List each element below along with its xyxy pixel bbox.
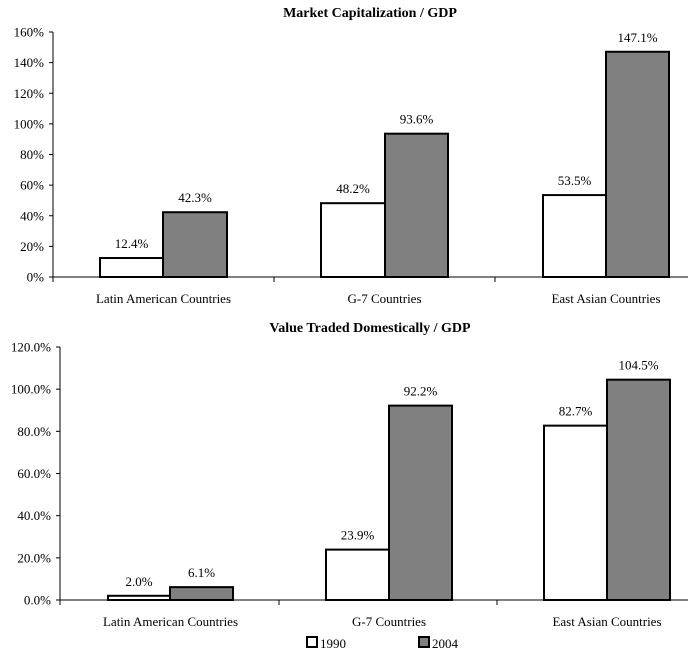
data-label: 53.5% — [558, 173, 592, 188]
y-tick-label: 40% — [20, 208, 44, 223]
y-tick-label: 40.0% — [17, 508, 51, 523]
data-label: 48.2% — [336, 181, 370, 196]
y-tick-label: 0.0% — [24, 593, 51, 608]
data-label: 6.1% — [188, 565, 215, 580]
legend-label-2004: 2004 — [432, 636, 459, 651]
y-tick-label: 80% — [20, 147, 44, 162]
bar-1990 — [325, 548, 390, 602]
y-tick-label: 120.0% — [11, 340, 51, 355]
x-category-label: G-7 Countries — [352, 614, 426, 629]
y-tick-label: 160% — [14, 25, 45, 40]
bar-2004 — [606, 378, 671, 601]
bar-1990 — [320, 202, 386, 279]
y-tick-label: 60% — [20, 178, 44, 193]
chart-title: Market Capitalization / GDP — [283, 6, 457, 21]
legend-label-1990: 1990 — [320, 636, 346, 651]
bar-1990 — [543, 424, 608, 601]
y-tick-label: 100.0% — [11, 382, 51, 397]
bar-1990 — [542, 194, 607, 278]
x-category-label: G-7 Countries — [347, 291, 421, 306]
data-label: 104.5% — [618, 358, 658, 373]
legend: 1990 2004 — [306, 636, 459, 651]
market-cap-chart: Market Capitalization / GDP 0% 20% 40% 60% 8… — [14, 6, 688, 306]
x-category-label: East Asian Countries — [552, 614, 661, 629]
x-category-label: Latin American Countries — [96, 291, 231, 306]
x-category-label: East Asian Countries — [551, 291, 660, 306]
data-label: 93.6% — [400, 112, 434, 127]
bar-2004 — [162, 211, 228, 278]
data-label: 147.1% — [617, 30, 657, 45]
bar-2004 — [605, 50, 670, 278]
y-tick-label: 20% — [20, 239, 44, 254]
y-tick-label: 0% — [27, 270, 45, 285]
y-tick-label: 100% — [14, 116, 45, 131]
data-label: 92.2% — [404, 384, 438, 399]
chart-title: Value Traded Domestically / GDP — [269, 321, 471, 336]
x-category-label: Latin American Countries — [103, 614, 238, 629]
y-tick-label: 140% — [14, 55, 45, 70]
bar-2004 — [388, 404, 453, 601]
bar-1990 — [99, 257, 164, 279]
data-label: 23.9% — [341, 528, 375, 543]
y-tick-label: 20.0% — [17, 550, 51, 565]
bar-2004 — [169, 586, 234, 601]
legend-swatch-2004 — [418, 636, 430, 648]
data-label: 2.0% — [125, 574, 152, 589]
data-label: 12.4% — [115, 236, 149, 251]
y-tick-label: 60.0% — [17, 466, 51, 481]
y-tick-label: 120% — [14, 86, 45, 101]
y-tick-label: 80.0% — [17, 424, 51, 439]
bar-1990 — [107, 594, 171, 601]
bar-2004 — [384, 132, 449, 278]
legend-swatch-1990 — [306, 636, 318, 648]
data-label: 42.3% — [178, 190, 212, 205]
data-label: 82.7% — [559, 404, 593, 419]
value-traded-chart: Value Traded Domestically / GDP 0.0% 20.0… — [11, 321, 688, 629]
